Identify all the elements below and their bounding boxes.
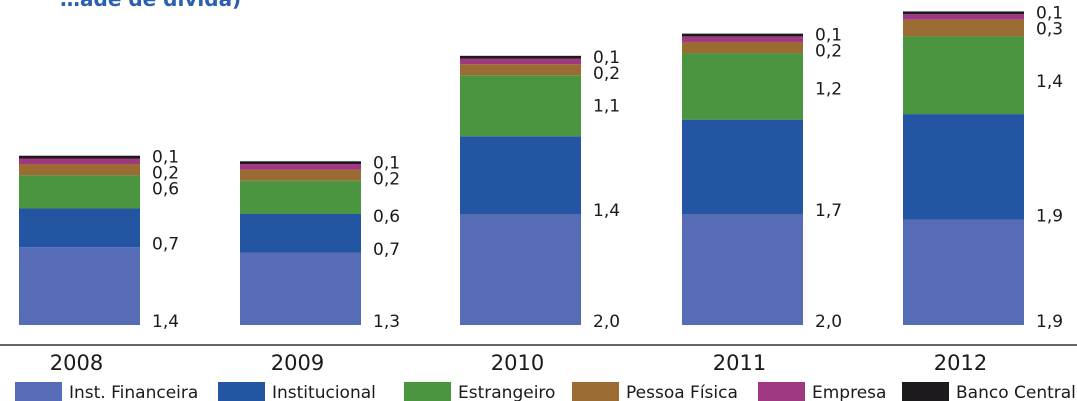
value-label-2009-empresa: 0,1 — [373, 153, 400, 173]
year-label-2008: 2008 — [50, 351, 103, 375]
bar-2010-inst-financeira — [460, 214, 581, 325]
legend-swatch-pessoa-f-sica — [572, 382, 619, 401]
value-label-2010-pessoa-f-sica: 0,2 — [593, 64, 620, 84]
legend-label-banco-central: Banco Central — [956, 383, 1076, 401]
value-label-2011-estrangeiro: 1,2 — [815, 80, 842, 100]
value-label-2008-inst-financeira: 1,4 — [152, 312, 179, 332]
legend-item-estrangeiro: Estrangeiro — [404, 382, 555, 401]
year-axis: 2008 2009 2010 2011 2012 — [50, 351, 987, 375]
bar-2010-estrangeiro — [460, 75, 581, 137]
value-label-2010-estrangeiro: 1,1 — [593, 96, 620, 116]
bar-2010-institucional — [460, 136, 581, 214]
legend-label-estrangeiro: Estrangeiro — [458, 383, 555, 401]
value-label-2012-empresa: 0,1 — [1036, 3, 1063, 23]
legend-item-institucional: Institucional — [218, 382, 376, 401]
bar-2009-institucional — [240, 214, 361, 253]
year-label-2009: 2009 — [271, 351, 324, 375]
year-label-2010: 2010 — [491, 351, 544, 375]
bar-2011-institucional — [682, 119, 803, 214]
value-label-2012-estrangeiro: 1,4 — [1036, 72, 1063, 92]
legend-swatch-estrangeiro — [404, 382, 451, 401]
value-label-2010-institucional: 1,4 — [593, 201, 620, 221]
bar-2008-institucional — [19, 208, 140, 248]
value-label-2008-estrangeiro: 0,6 — [152, 179, 179, 199]
bar-2012-pessoa-f-sica — [903, 19, 1024, 37]
value-label-2008-pessoa-f-sica: 0,2 — [152, 164, 179, 184]
bar-2008-inst-financeira — [19, 247, 140, 325]
value-label-2010-inst-financeira: 2,0 — [593, 312, 620, 332]
legend-item-pessoa-f-sica: Pessoa Física — [572, 382, 738, 401]
legend-label-institucional: Institucional — [272, 383, 376, 401]
value-label-2009-pessoa-f-sica: 0,2 — [373, 169, 400, 189]
value-label-2010-empresa: 0,1 — [593, 48, 620, 68]
year-label-2011: 2011 — [713, 351, 766, 375]
bar-2009-empresa — [240, 164, 361, 170]
legend-swatch-banco-central — [902, 382, 949, 401]
bar-2011-pessoa-f-sica — [682, 41, 803, 54]
legend-item-inst-financeira: Inst. Financeira — [15, 382, 198, 401]
legend-swatch-institucional — [218, 382, 265, 401]
bar-2011-estrangeiro — [682, 53, 803, 120]
legend-label-pessoa-f-sica: Pessoa Física — [626, 383, 738, 401]
value-label-2008-institucional: 0,7 — [152, 234, 179, 254]
legend: Inst. Financeira Institucional Estrangeiro… — [15, 382, 1076, 401]
legend-label-empresa: Empresa — [812, 383, 886, 401]
bar-2009-inst-financeira — [240, 252, 361, 325]
bar-2010-banco-central — [460, 55, 581, 59]
bar-2008-banco-central — [19, 155, 140, 159]
value-label-2012-institucional: 1,9 — [1036, 207, 1063, 227]
bar-2011-empresa — [682, 36, 803, 42]
legend-item-empresa: Empresa — [758, 382, 886, 401]
value-label-2012-inst-financeira: 1,9 — [1036, 312, 1063, 332]
value-label-2009-estrangeiro: 0,6 — [373, 207, 400, 227]
bar-2012-empresa — [903, 14, 1024, 20]
bar-2012-banco-central — [903, 11, 1024, 15]
value-label-2011-pessoa-f-sica: 0,2 — [815, 42, 842, 62]
year-label-2012: 2012 — [934, 351, 987, 375]
value-label-2011-inst-financeira: 2,0 — [815, 312, 842, 332]
legend-item-banco-central: Banco Central — [902, 382, 1076, 401]
bar-2011-inst-financeira — [682, 214, 803, 325]
chart-title: …ade de dívida) — [60, 0, 241, 11]
bar-2012-estrangeiro — [903, 36, 1024, 115]
bar-2009-pessoa-f-sica — [240, 169, 361, 181]
bar-2008-empresa — [19, 158, 140, 165]
bar-2011-banco-central — [682, 33, 803, 37]
legend-swatch-empresa — [758, 382, 805, 401]
bar-2012-institucional — [903, 114, 1024, 220]
bars-layer: 1,40,70,60,20,11,30,70,60,20,12,01,41,10… — [19, 3, 1063, 332]
bar-2008-estrangeiro — [19, 175, 140, 209]
bar-2012-inst-financeira — [903, 219, 1024, 325]
bar-2010-empresa — [460, 58, 581, 65]
bar-2008-pessoa-f-sica — [19, 164, 140, 176]
legend-swatch-inst-financeira — [15, 382, 62, 401]
value-label-2011-institucional: 1,7 — [815, 201, 842, 221]
bar-2010-pessoa-f-sica — [460, 64, 581, 76]
legend-label-inst-financeira: Inst. Financeira — [69, 383, 198, 401]
bar-2009-banco-central — [240, 161, 361, 165]
value-label-2011-empresa: 0,1 — [815, 26, 842, 46]
value-label-2012-pessoa-f-sica: 0,3 — [1036, 19, 1063, 39]
value-label-2009-institucional: 0,7 — [373, 240, 400, 260]
bar-2009-estrangeiro — [240, 180, 361, 214]
value-label-2009-inst-financeira: 1,3 — [373, 312, 400, 332]
value-label-2008-empresa: 0,1 — [152, 148, 179, 168]
